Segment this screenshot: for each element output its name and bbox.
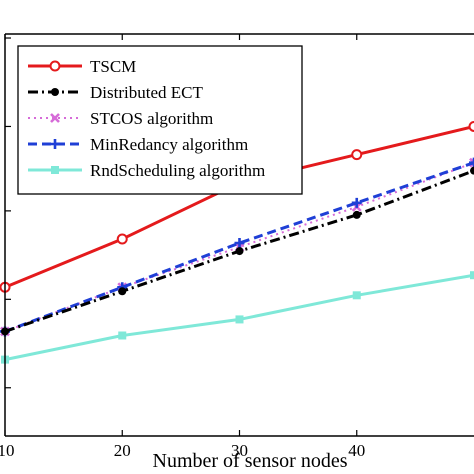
marker-shape xyxy=(116,233,128,245)
legend-marker xyxy=(51,88,59,96)
data-point xyxy=(470,271,474,280)
legend-entry: STCOS algorithm xyxy=(28,109,213,128)
chart-axes: 10 20 30 40 xyxy=(0,33,474,460)
legend-marker xyxy=(49,60,61,72)
marker-shape xyxy=(50,113,60,123)
legend-entry: Distributed ECT xyxy=(28,83,203,102)
marker-shape xyxy=(352,291,361,300)
legend-marker xyxy=(50,113,60,123)
data-point xyxy=(351,149,363,161)
marker-shape xyxy=(469,157,474,168)
data-point xyxy=(352,210,361,219)
data-point xyxy=(118,331,127,340)
data-point xyxy=(468,120,474,132)
x-tick-label: 20 xyxy=(114,441,131,460)
marker-shape xyxy=(470,271,474,280)
marker-shape xyxy=(235,315,244,324)
marker-shape xyxy=(49,60,61,72)
data-point xyxy=(235,315,244,324)
marker-shape xyxy=(352,210,361,219)
legend-label: TSCM xyxy=(90,57,136,76)
marker-shape xyxy=(470,166,474,175)
data-point xyxy=(470,166,474,175)
marker-shape xyxy=(351,149,363,161)
legend-entry: TSCM xyxy=(28,57,136,76)
legend-box xyxy=(17,45,303,195)
data-point xyxy=(118,287,127,296)
legend-marker xyxy=(51,166,59,174)
x-tick-label: 10 xyxy=(0,441,15,460)
data-point xyxy=(234,238,245,249)
legend-entry: MinRedancy algorithm xyxy=(28,135,248,154)
legend: TSCM Distributed ECT STCOS algorithm MinRed… xyxy=(17,45,303,195)
marker-shape xyxy=(118,287,127,296)
marker-shape xyxy=(469,157,474,168)
data-point xyxy=(116,233,128,245)
legend-label: RndScheduling algorithm xyxy=(90,161,265,180)
marker-shape xyxy=(51,166,59,174)
marker-shape xyxy=(50,139,60,149)
data-point xyxy=(235,247,244,256)
data-point xyxy=(469,157,474,168)
marker-shape xyxy=(351,197,362,208)
x-axis-title: Number of sensor nodes xyxy=(153,450,348,472)
x-tick-label: 40 xyxy=(348,441,365,460)
series-distributed-ect xyxy=(1,166,474,336)
legend-label: MinRedancy algorithm xyxy=(90,135,248,154)
legend-entry: RndScheduling algorithm xyxy=(28,161,265,180)
data-point xyxy=(469,157,474,168)
series-line xyxy=(4,161,474,333)
legend-marker xyxy=(50,139,60,149)
marker-shape xyxy=(235,247,244,256)
data-point xyxy=(351,197,362,208)
data-point xyxy=(352,291,361,300)
legend-label: Distributed ECT xyxy=(90,83,203,102)
marker-shape xyxy=(51,88,59,96)
marker-shape xyxy=(234,238,245,249)
marker-shape xyxy=(468,120,474,132)
marker-shape xyxy=(118,331,127,340)
x-tick-label: 30 xyxy=(231,441,248,460)
legend-label: STCOS algorithm xyxy=(90,109,213,128)
series-rndscheduling-algorithm xyxy=(1,271,474,364)
